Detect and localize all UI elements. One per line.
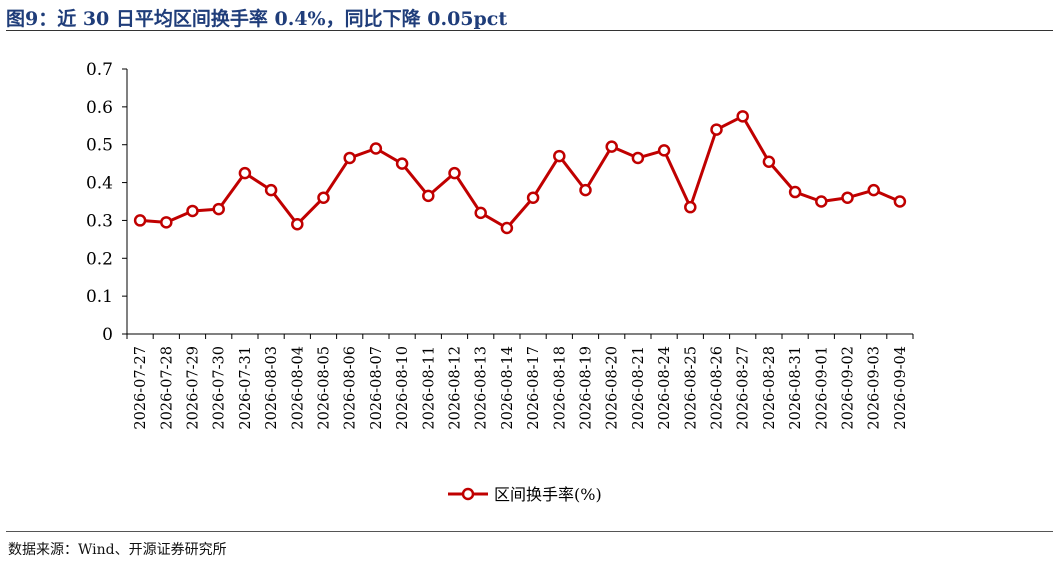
data-point — [264, 183, 278, 197]
x-tick-label: 2026-08-12 — [448, 346, 464, 430]
legend-label: 区间换手率(%) — [494, 485, 602, 504]
x-tick-label: 2026-08-26 — [710, 346, 726, 430]
x-tick-label: 2026-08-14 — [500, 346, 516, 430]
x-tick-label: 2026-08-10 — [395, 346, 411, 430]
x-tick-label: 2026-08-05 — [317, 346, 333, 430]
y-tick-label: 0.1 — [86, 287, 113, 307]
x-tick-label: 2026-08-06 — [343, 346, 359, 430]
data-point — [133, 214, 147, 227]
data-point — [762, 155, 776, 168]
data-point — [710, 123, 723, 136]
x-tick-label: 2026-08-11 — [421, 346, 437, 430]
legend-marker — [461, 487, 475, 501]
x-tick-label: 2026-08-31 — [788, 346, 804, 430]
x-tick-label: 2026-08-19 — [579, 346, 595, 430]
x-tick-label: 2026-08-03 — [264, 346, 280, 430]
x-tick-label: 2026-07-27 — [133, 346, 149, 430]
x-tick-label: 2026-09-02 — [841, 346, 857, 430]
x-tick-label: 2026-08-27 — [736, 346, 752, 430]
x-tick-label: 2026-08-17 — [526, 346, 542, 430]
data-point — [867, 183, 880, 197]
x-tick-label: 2026-08-25 — [683, 346, 699, 430]
x-tick-label: 2026-08-28 — [762, 346, 778, 430]
top-rule — [6, 30, 1053, 31]
y-tick-labels: 0 0.1 0.2 0.3 0.4 0.5 0.6 0.7 — [86, 60, 113, 345]
data-point — [579, 183, 592, 197]
source-note: 数据来源：Wind、开源证券研究所 — [8, 542, 227, 558]
y-tick-label: 0.6 — [86, 98, 113, 118]
data-point — [448, 166, 461, 180]
chart-axes — [122, 68, 914, 339]
line-chart: 00.10.20.30.40.50.60.7 2026-07-27 2026-07… — [86, 60, 914, 504]
data-point — [160, 216, 173, 229]
bottom-rule — [6, 531, 1053, 532]
data-point — [684, 200, 697, 214]
data-point — [736, 110, 749, 123]
data-point — [893, 195, 907, 208]
data-point — [553, 149, 566, 163]
series-group — [133, 110, 907, 235]
y-tick-label: 0.4 — [86, 174, 113, 194]
data-point — [395, 157, 409, 170]
y-tick-label: 0.3 — [86, 211, 113, 231]
x-tick-label: 2026-08-04 — [290, 346, 306, 430]
data-point — [186, 204, 199, 218]
data-point — [526, 191, 540, 204]
series-line — [139, 114, 901, 230]
data-point — [369, 142, 383, 155]
data-point — [605, 140, 618, 153]
data-point — [788, 185, 802, 199]
x-tick-label: 2026-08-20 — [605, 346, 621, 430]
x-tick-label: 2026-08-07 — [369, 346, 385, 430]
x-tick-label: 2026-08-24 — [657, 346, 673, 430]
data-point — [657, 144, 671, 157]
data-point — [212, 202, 225, 216]
y-tick-label: 0.5 — [86, 136, 113, 156]
data-point — [841, 191, 854, 204]
y-tick-label: 0 — [102, 325, 113, 345]
x-tick-label: 2026-07-29 — [186, 346, 202, 430]
data-point — [631, 151, 645, 165]
data-point — [474, 206, 487, 220]
data-point — [815, 195, 828, 208]
data-point — [238, 166, 252, 180]
x-tick-label: 2026-07-28 — [159, 346, 175, 430]
x-tick-label: 2026-09-03 — [867, 346, 883, 430]
data-point — [291, 217, 304, 231]
x-tick-label: 2026-07-30 — [212, 346, 228, 430]
x-tick-label: 2026-07-31 — [238, 346, 254, 430]
y-tick-label: 0.2 — [86, 249, 113, 269]
data-point — [343, 151, 356, 165]
data-point — [317, 191, 330, 204]
chart-legend: 区间换手率(%) — [448, 485, 602, 504]
figure-title: 图9：近 30 日平均区间换手率 0.4%，同比下降 0.05pct — [6, 8, 508, 30]
data-point — [422, 189, 435, 203]
x-tick-label: 2026-09-01 — [814, 346, 830, 430]
y-tick-label: 0.7 — [86, 60, 113, 80]
data-point — [500, 221, 514, 235]
x-tick-label: 2026-08-21 — [631, 346, 647, 430]
x-tick-label: 2026-09-04 — [893, 346, 909, 430]
x-tick-label: 2026-08-13 — [474, 346, 490, 430]
x-tick-labels: 2026-07-27 2026-07-28 2026-07-29 2026-07-30… — [133, 346, 909, 430]
x-tick-label: 2026-08-18 — [552, 346, 568, 430]
